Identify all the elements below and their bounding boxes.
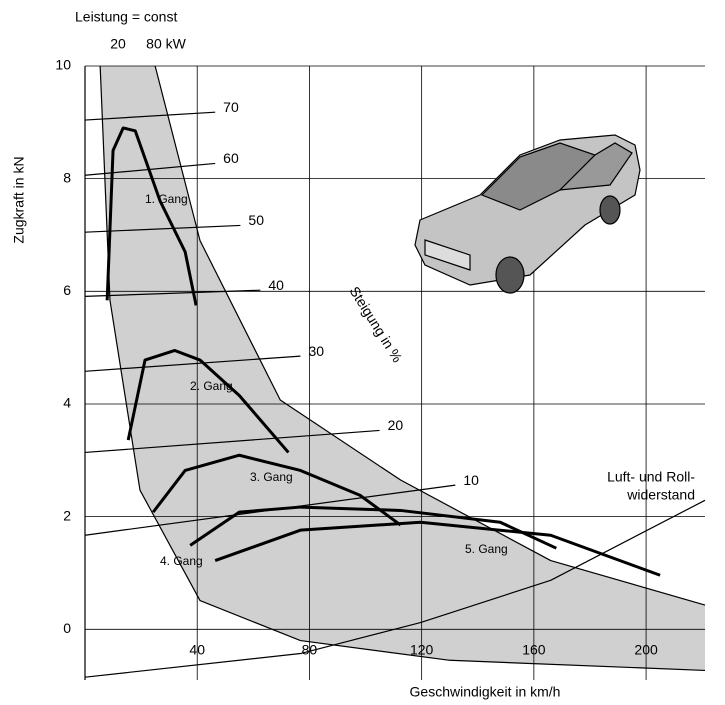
chart-title: Leistung = const [75,9,177,25]
gradient-label: 20 [388,417,404,433]
x-axis-label: Geschwindigkeit in km/h [410,684,561,700]
gradient-label: 70 [223,99,239,115]
y-tick-label: 8 [63,169,71,185]
resistance-label: Luft- und Roll- [607,469,695,485]
gear-label: 5. Gang [465,542,508,556]
gradient-label: 40 [268,277,284,293]
y-tick-label: 4 [63,395,71,411]
power-label: 20 [110,36,126,52]
resistance-label: widerstand [626,487,695,503]
gradient-label: 50 [248,212,264,228]
gradient-title: Steigung in % [346,283,405,365]
y-tick-label: 6 [63,282,71,298]
y-tick-label: 2 [63,507,71,523]
chart: Leistung = const 20 80 kW Zugkraft in kN… [0,0,725,705]
car-illustration [415,135,640,293]
x-tick-label: 160 [522,642,546,658]
gear-label: 2. Gang [190,379,233,393]
x-tick-label: 120 [410,642,434,658]
y-axis-label: Zugkraft in kN [11,156,27,243]
gear-label: 1. Gang [145,192,188,206]
gradient-label: 60 [223,150,239,166]
gear-label: 3. Gang [250,470,293,484]
gear-label: 4. Gang [160,554,203,568]
gradient-label: 30 [308,343,324,359]
x-tick-label: 80 [302,642,318,658]
y-tick-label: 10 [55,57,71,73]
power-label: 80 kW [146,36,186,52]
gradient-label: 10 [463,472,479,488]
y-tick-label: 0 [63,620,71,636]
x-tick-label: 40 [189,642,205,658]
x-tick-label: 200 [634,642,658,658]
